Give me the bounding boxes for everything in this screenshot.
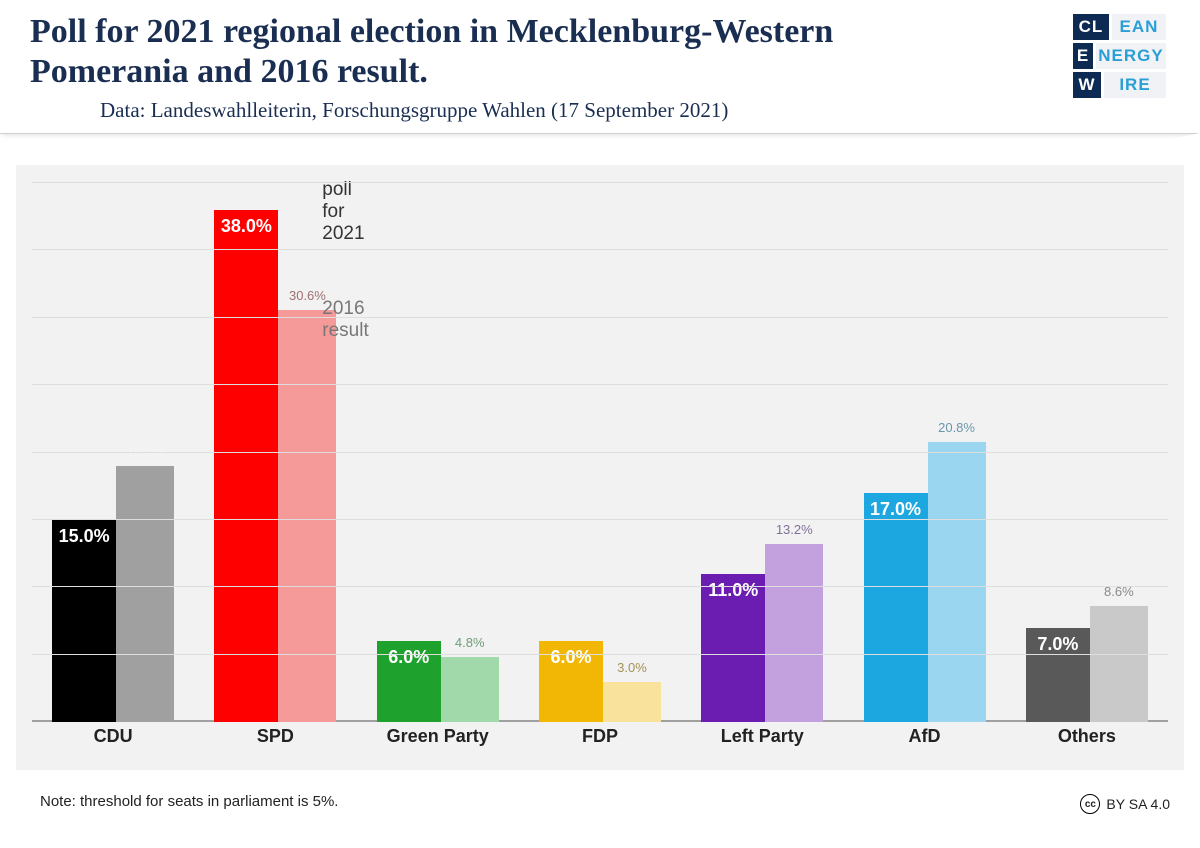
bar-group: 6.0%3.0%: [519, 183, 681, 722]
logo-part: EAN: [1112, 14, 1166, 40]
x-axis-label: Left Party: [681, 726, 843, 756]
logo-part: CL: [1073, 14, 1109, 40]
bar-result-2016: 30.6%: [278, 310, 336, 722]
bar-value-label: 4.8%: [441, 635, 499, 650]
plot-region: 15.0%19.0%38.0%30.6%poll for 20212016 re…: [32, 183, 1168, 722]
chart-area: 15.0%19.0%38.0%30.6%poll for 20212016 re…: [16, 165, 1184, 770]
x-axis-label: Green Party: [357, 726, 519, 756]
license: cc BY SA 4.0: [1080, 794, 1170, 814]
brand-logo: CL EAN E NERGY W IRE: [1073, 14, 1166, 98]
gridline: [32, 654, 1168, 655]
bar-value-label: 17.0%: [864, 499, 928, 520]
logo-part: E: [1073, 43, 1093, 69]
bar-value-label: 6.0%: [377, 647, 441, 668]
bar-result-2016: 13.2%: [765, 544, 823, 722]
cc-icon: cc: [1080, 794, 1100, 814]
footer-note: Note: threshold for seats in parliament …: [40, 793, 338, 810]
bar-poll-2021: 7.0%: [1026, 628, 1090, 722]
logo-part: IRE: [1104, 72, 1166, 98]
gridline: [32, 182, 1168, 183]
chart-title: Poll for 2021 regional election in Meckl…: [30, 12, 980, 92]
x-axis-label: FDP: [519, 726, 681, 756]
bar-result-2016: 19.0%: [116, 466, 174, 722]
x-axis-label: Others: [1006, 726, 1168, 756]
x-axis-label: SPD: [194, 726, 356, 756]
bar-groups: 15.0%19.0%38.0%30.6%poll for 20212016 re…: [32, 183, 1168, 722]
bar-group: 38.0%30.6%poll for 20212016 result: [194, 183, 356, 722]
logo-part: W: [1073, 72, 1101, 98]
x-axis-labels: CDUSPDGreen PartyFDPLeft PartyAfDOthers: [32, 726, 1168, 756]
bar-result-2016: 3.0%: [603, 682, 661, 722]
bar-value-label: 13.2%: [765, 522, 823, 537]
bar-value-label: 11.0%: [701, 580, 765, 601]
gridline: [32, 519, 1168, 520]
bar-group: 7.0%8.6%: [1006, 183, 1168, 722]
bar-group: 17.0%20.8%: [843, 183, 1005, 722]
bar-poll-2021: 15.0%: [52, 520, 116, 722]
bar-result-2016: 4.8%: [441, 657, 499, 722]
bar-result-2016: 20.8%: [928, 442, 986, 722]
gridline: [32, 452, 1168, 453]
gridline: [32, 317, 1168, 318]
bar-poll-2021: 17.0%: [864, 493, 928, 722]
gridline: [32, 384, 1168, 385]
bar-value-label: 20.8%: [928, 420, 986, 435]
bar-group: 11.0%13.2%: [681, 183, 843, 722]
bar-result-2016: 8.6%: [1090, 606, 1148, 722]
x-axis-label: AfD: [843, 726, 1005, 756]
bar-poll-2021: 38.0%: [214, 210, 278, 722]
bar-group: 15.0%19.0%: [32, 183, 194, 722]
bar-value-label: 3.0%: [603, 660, 661, 675]
bar-value-label: 15.0%: [52, 526, 116, 547]
bar-value-label: 38.0%: [214, 216, 278, 237]
x-axis-label: CDU: [32, 726, 194, 756]
chart-subtitle: Data: Landeswahlleiterin, Forschungsgrup…: [100, 98, 1170, 123]
bar-group: 6.0%4.8%: [357, 183, 519, 722]
logo-part: NERGY: [1096, 43, 1166, 69]
gridline: [32, 586, 1168, 587]
bar-value-label: 6.0%: [539, 647, 603, 668]
bar-poll-2021: 11.0%: [701, 574, 765, 722]
gridline: [32, 249, 1168, 250]
header: Poll for 2021 regional election in Meckl…: [0, 0, 1200, 134]
license-text: BY SA 4.0: [1106, 796, 1170, 812]
bar-value-label: 7.0%: [1026, 634, 1090, 655]
